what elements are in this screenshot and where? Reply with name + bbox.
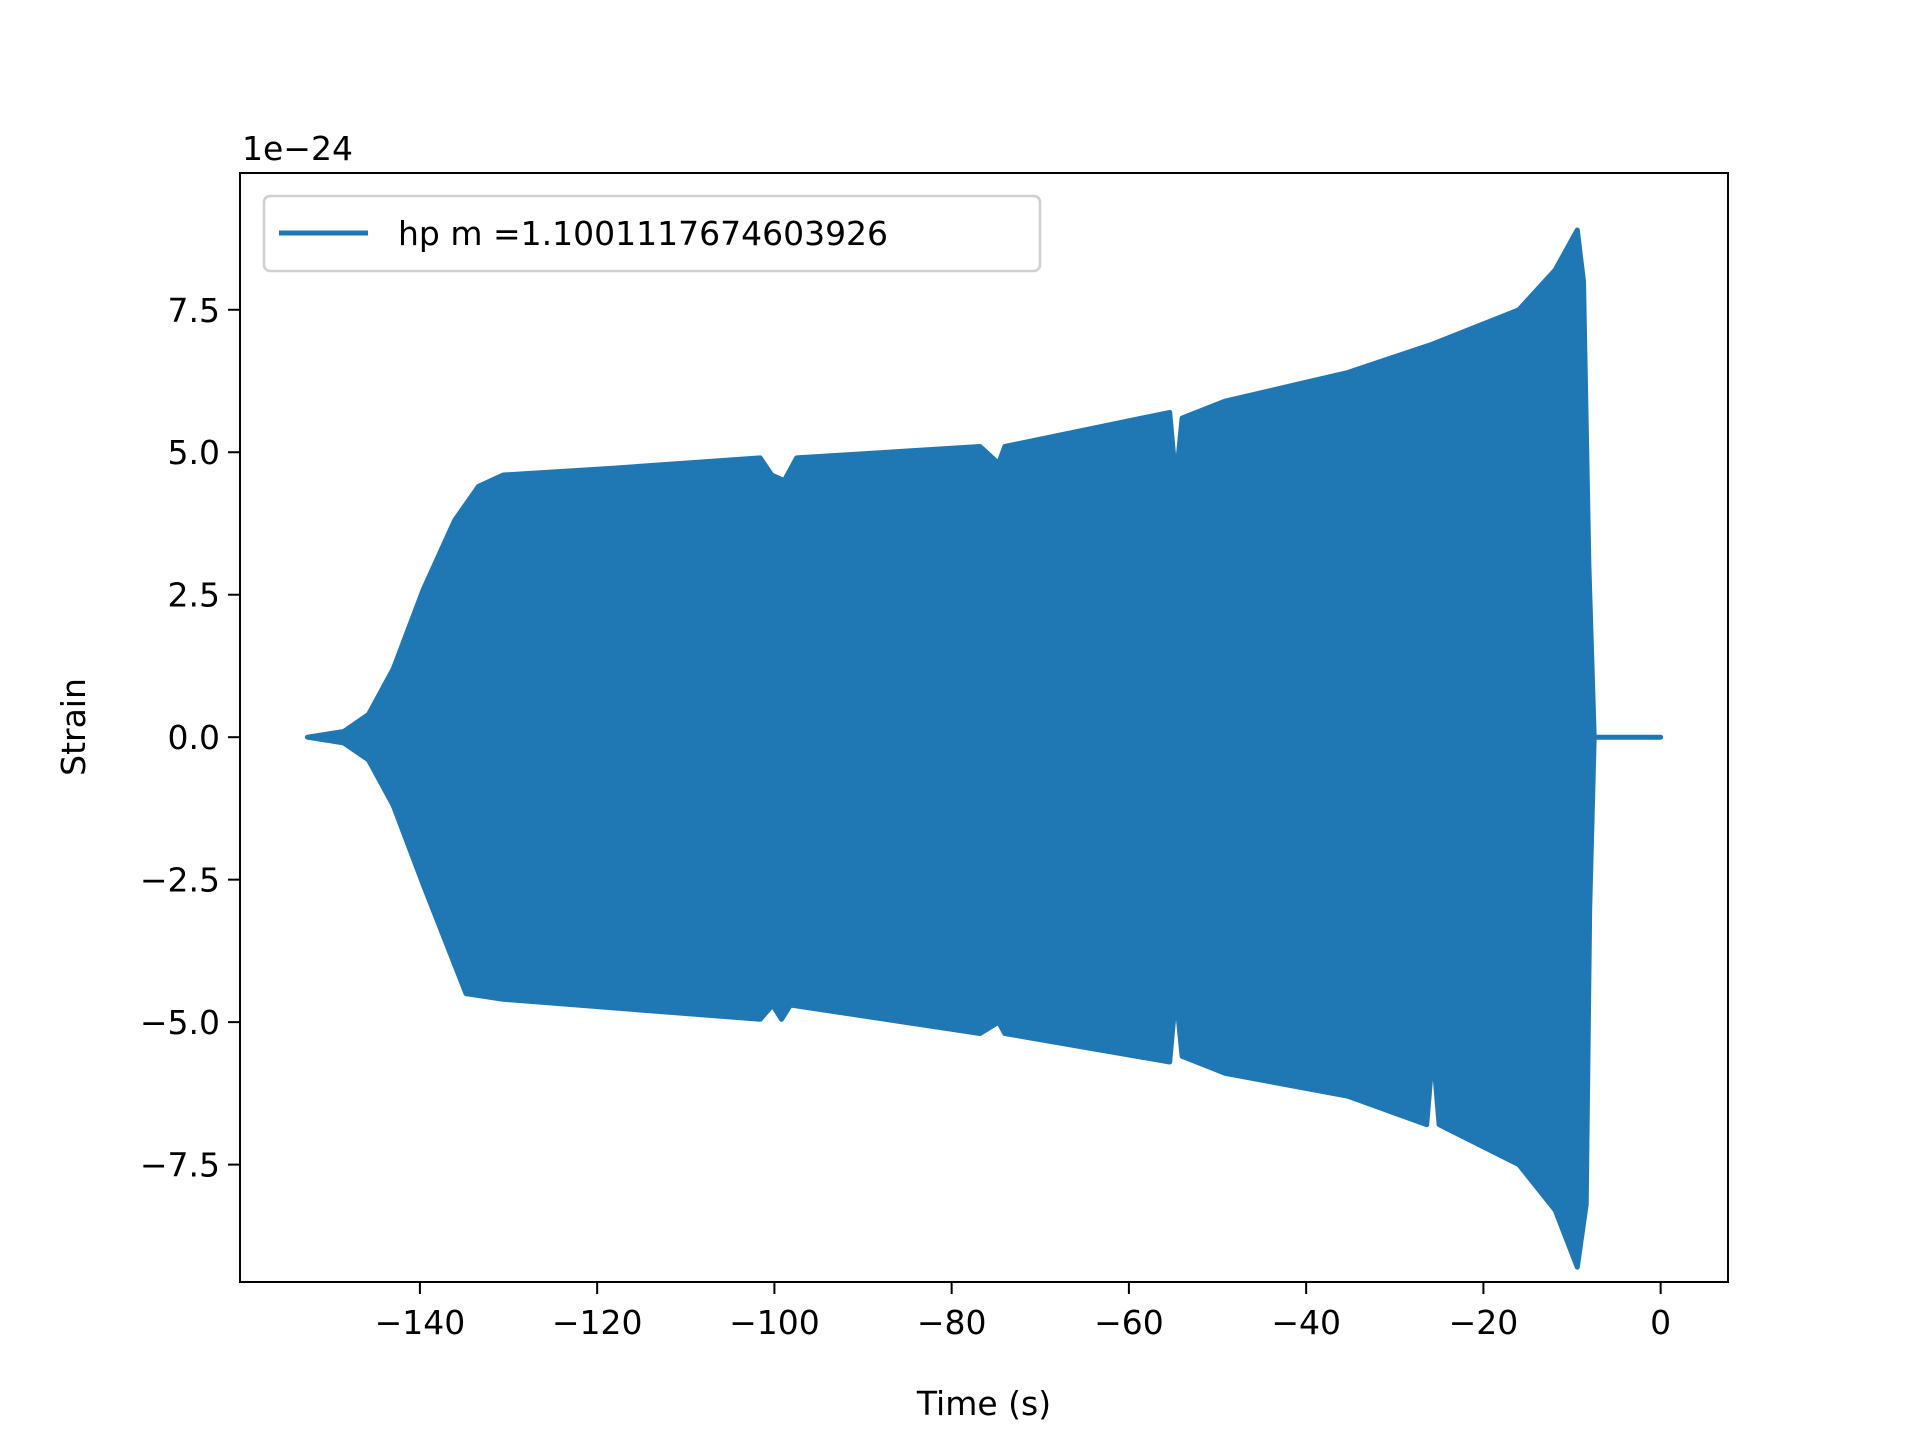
- x-axis: −140 −120 −100 −80 −60 −40 −20 0: [375, 1282, 1671, 1342]
- x-tick-label: −40: [1271, 1303, 1341, 1342]
- x-tick-label: 0: [1650, 1303, 1671, 1342]
- x-tick-label: −100: [729, 1303, 820, 1342]
- x-tick-label: −80: [917, 1303, 987, 1342]
- x-tick-label: −140: [375, 1303, 466, 1342]
- axes-frame: [239, 172, 1729, 1283]
- legend-box: [262, 194, 1042, 273]
- y-axis-label: Strain: [54, 678, 93, 776]
- legend: hp m =1.1001117674603926: [262, 194, 1042, 273]
- y-tick-label: 0.0: [168, 718, 220, 757]
- y-tick-label: 7.5: [168, 291, 220, 330]
- y-tick-label: −7.5: [140, 1146, 220, 1185]
- y-tick-label: 2.5: [168, 576, 220, 615]
- legend-label: hp m =1.1001117674603926: [398, 214, 888, 253]
- x-tick-label: −20: [1449, 1303, 1519, 1342]
- y-offset-text: 1e−24: [242, 129, 353, 168]
- x-tick-label: −60: [1094, 1303, 1164, 1342]
- y-tick-label: −2.5: [140, 861, 220, 900]
- y-tick-label: −5.0: [140, 1003, 220, 1042]
- y-axis: −7.5 −5.0 −2.5 0.0 2.5 5.0 7.5: [140, 291, 240, 1185]
- x-axis-label: Time (s): [916, 1384, 1051, 1423]
- y-tick-label: 5.0: [168, 433, 220, 472]
- plot-area: [304, 227, 1664, 1270]
- x-tick-label: −120: [552, 1303, 643, 1342]
- series-hp-envelope: [304, 227, 1664, 1270]
